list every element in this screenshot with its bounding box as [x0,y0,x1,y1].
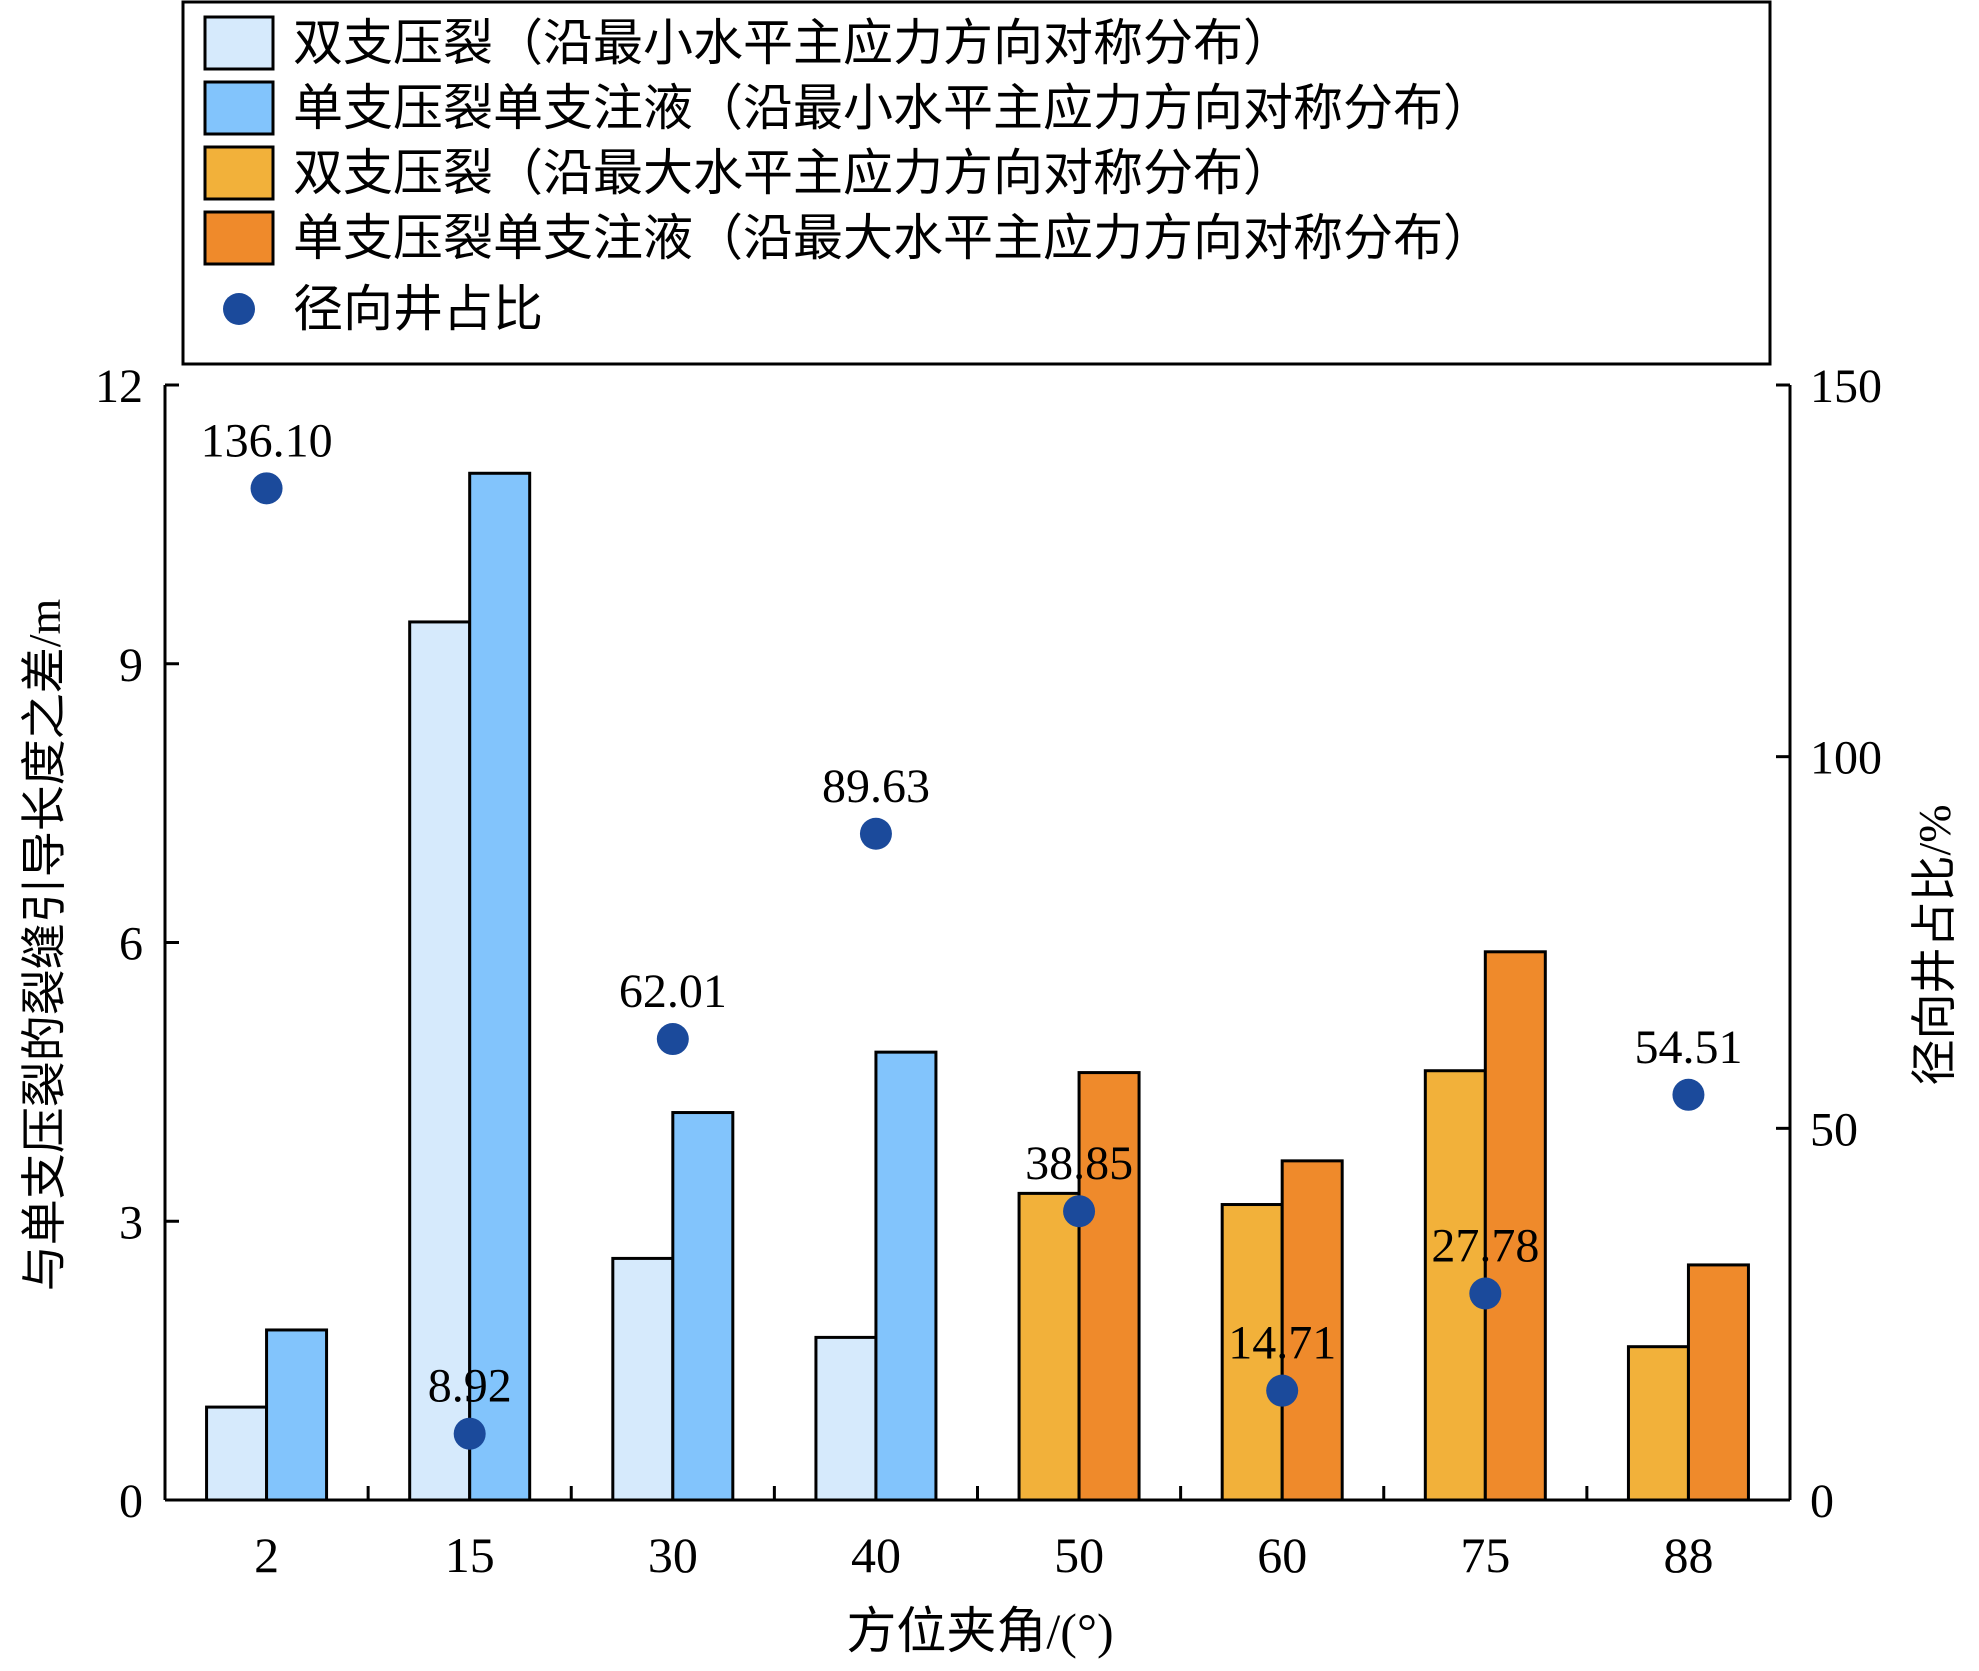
legend-swatch [203,210,275,266]
legend-label: 双支压裂（沿最小水平主应力方向对称分布） [293,15,1293,71]
y-tick-label: 6 [119,918,143,971]
legend: 双支压裂（沿最小水平主应力方向对称分布） 单支压裂单支注液（沿最小水平主应力方向对… [181,0,1772,366]
legend-label: 单支压裂单支注液（沿最大水平主应力方向对称分布） [293,210,1493,266]
scatter-data-label: 62.01 [619,965,727,1018]
bar-30-single [671,1111,735,1502]
scatter-point-15 [453,1417,486,1450]
bar-50-dual [1017,1191,1081,1502]
legend-swatch [203,15,275,71]
bar-88-dual [1626,1345,1690,1502]
bar-88-single [1686,1263,1750,1502]
scatter-point-50 [1063,1195,1096,1228]
bar-30-dual [611,1256,675,1502]
scatter-point-40 [859,817,892,850]
x-tick-label: 2 [254,1527,279,1583]
scatter-point-60 [1266,1374,1299,1407]
legend-swatch [203,145,275,201]
x-tick-label: 15 [445,1527,495,1583]
x-tick-label: 30 [648,1527,698,1583]
scatter-data-label: 89.63 [822,760,930,813]
x-tick-label: 88 [1663,1527,1713,1583]
y-tick-label: 9 [119,639,143,692]
y-axis-label: 与单支压裂的裂缝引导长度之差/m [19,599,70,1292]
scatter-data-label: 27.78 [1431,1220,1539,1273]
y2-tick-label: 0 [1810,1475,1834,1528]
x-tick-label: 40 [851,1527,901,1583]
y-tick-label: 12 [95,360,143,413]
bar-15-dual [408,620,472,1502]
x-tick-label: 60 [1257,1527,1307,1583]
x-axis-label: 方位夹角/(°) [846,1603,1113,1659]
legend-marker [223,293,255,325]
legend-label: 单支压裂单支注液（沿最小水平主应力方向对称分布） [293,80,1493,136]
scatter-point-88 [1672,1078,1705,1111]
scatter-data-label: 8.92 [428,1360,512,1413]
legend-swatch [203,80,275,136]
bar-2-dual [205,1405,269,1502]
y2-tick-label: 100 [1810,732,1882,785]
y2-tick-label: 50 [1810,1103,1858,1156]
scatter-data-label: 38.85 [1025,1137,1133,1190]
bar-40-single [874,1050,938,1502]
scatter-point-2 [250,472,283,505]
y2-axis-label: 径向井占比/% [1909,804,1960,1085]
scatter-data-label: 136.10 [201,414,333,467]
bar-15-single [468,471,532,1502]
bar-40-dual [814,1335,878,1502]
bar-2-single [265,1328,329,1502]
legend-label: 双支压裂（沿最大水平主应力方向对称分布） [293,145,1293,201]
legend-label: 径向井占比 [293,281,543,337]
scatter-data-label: 14.71 [1228,1317,1336,1370]
x-tick-label: 75 [1460,1527,1510,1583]
y-tick-label: 3 [119,1196,143,1249]
x-tick-label: 50 [1054,1527,1104,1583]
scatter-point-75 [1469,1277,1502,1310]
y-tick-label: 0 [119,1475,143,1528]
scatter-point-30 [656,1023,689,1056]
legend-box [181,0,1772,366]
scatter-data-label: 54.51 [1634,1021,1742,1074]
plot-area: 0 3 6 9 12 0 50 100 150 2 15 30 40 50 60 75 88 136.10 8.92… [95,360,1882,1583]
y2-tick-label: 150 [1810,360,1882,413]
